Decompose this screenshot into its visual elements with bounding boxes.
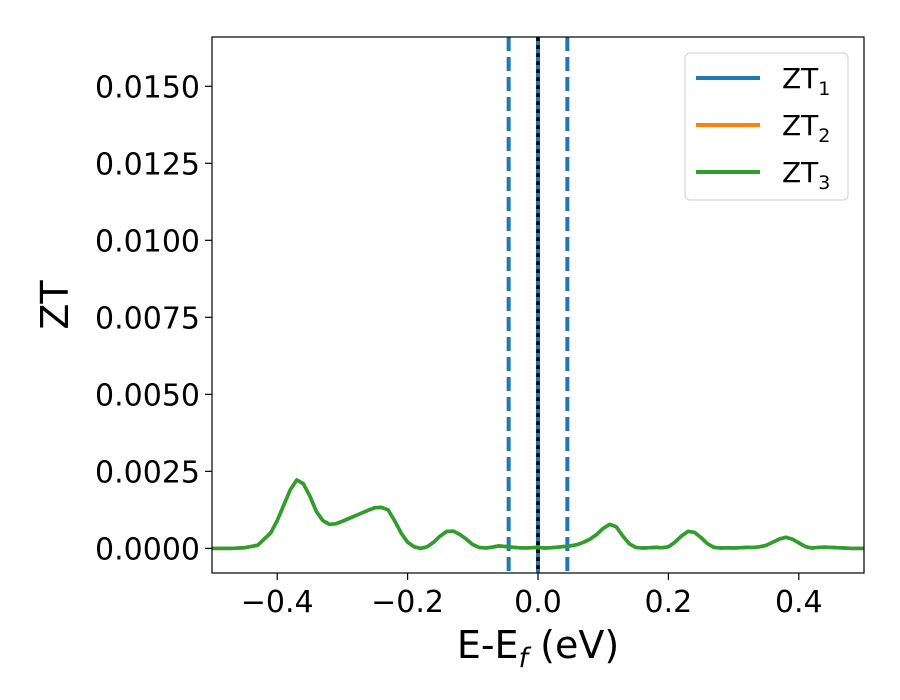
y-tick-label: 0.0150 — [95, 70, 200, 105]
x-axis-ticks: −0.4 −0.2 0.0 0.2 0.4 — [241, 573, 823, 620]
y-tick-label: 0.0025 — [95, 455, 200, 490]
legend-entry-zt2: ZT2 — [782, 109, 830, 147]
x-tick-label: 0.2 — [645, 585, 693, 620]
x-tick-label: 0.0 — [514, 585, 562, 620]
y-tick-label: 0.0100 — [95, 224, 200, 259]
y-tick-label: 0.0075 — [95, 301, 200, 336]
series-line-zt3 — [212, 478, 864, 551]
legend-entry-zt1: ZT1 — [782, 62, 830, 100]
plot-area — [212, 37, 864, 573]
legend: ZT1 ZT2 ZT3 — [684, 52, 849, 201]
y-axis-label: ZT — [33, 280, 77, 330]
x-tick-label: −0.4 — [241, 585, 314, 620]
x-tick-label: −0.2 — [371, 585, 444, 620]
legend-box — [684, 52, 849, 201]
y-axis-ticks: 0.0000 0.0025 0.0050 0.0075 0.0100 0.0125 0.01… — [95, 70, 212, 567]
legend-entry-zt3: ZT3 — [782, 156, 830, 194]
y-tick-label: 0.0125 — [95, 147, 200, 182]
x-axis-label: E-Ef (eV) — [457, 623, 619, 674]
y-tick-label: 0.0050 — [95, 378, 200, 413]
y-tick-label: 0.0000 — [95, 532, 200, 567]
x-tick-label: 0.4 — [775, 585, 823, 620]
